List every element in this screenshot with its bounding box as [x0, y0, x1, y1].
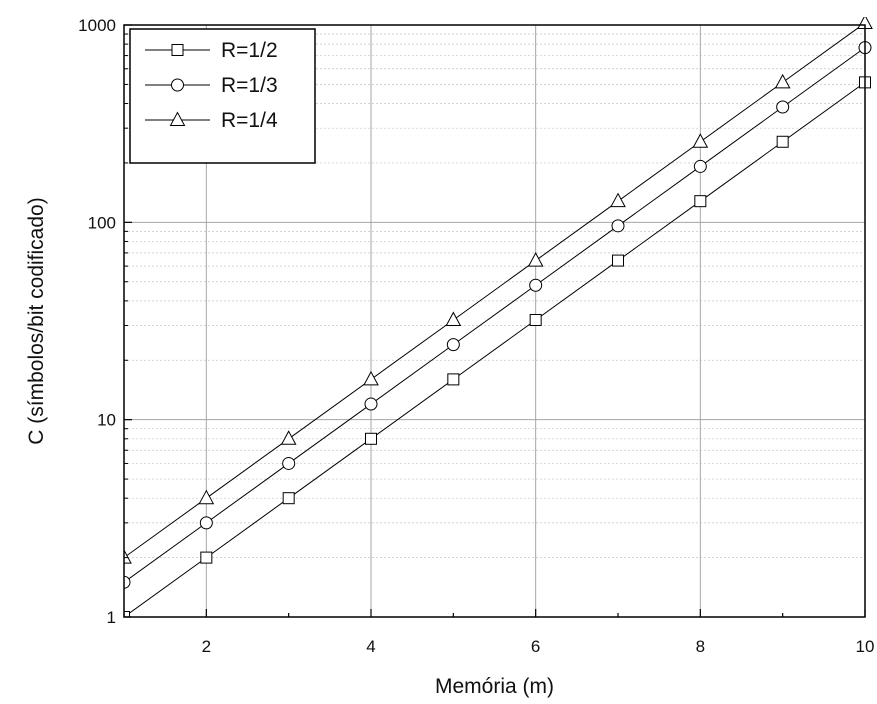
legend-item: R=1/3 — [145, 74, 278, 97]
data-point — [693, 159, 707, 173]
legend-marker — [169, 111, 186, 126]
legend-label: R=1/2 — [221, 39, 278, 62]
series-circle — [124, 41, 872, 589]
data-point — [282, 456, 296, 470]
data-point — [611, 219, 625, 233]
legend-label: R=1/3 — [221, 74, 278, 97]
data-point — [446, 338, 460, 352]
x-axis-title: Memória (m) — [435, 675, 554, 698]
legend-item: R=1/2 — [145, 39, 278, 62]
data-point — [527, 252, 544, 267]
legend-marker — [171, 44, 184, 56]
data-point — [610, 192, 626, 208]
y-tick-label: 1000 — [78, 16, 116, 35]
series-line — [124, 22, 866, 559]
data-point — [363, 370, 379, 386]
data-point — [612, 254, 624, 267]
data-point — [529, 278, 543, 292]
legend: R=1/2 R=1/3 R=1/4 — [129, 28, 316, 164]
data-point — [364, 397, 378, 411]
data-point — [282, 492, 295, 505]
data-point — [365, 432, 377, 445]
x-tick-label: 8 — [696, 637, 705, 656]
x-tick-label: 2 — [202, 637, 211, 656]
plot-frame — [123, 24, 866, 618]
data-point — [199, 516, 213, 530]
series-line — [124, 47, 866, 583]
x-tick-label: 4 — [366, 637, 375, 656]
data-point — [445, 311, 462, 326]
data-point — [124, 549, 132, 564]
series-layer — [124, 17, 873, 617]
axes: 1 10 100 1000 2 4 6 8 10 — [78, 16, 874, 656]
y-axis-title: C (símbolos/bit codificado) — [25, 197, 48, 444]
data-point — [280, 430, 297, 445]
y-tick-label: 10 — [97, 411, 116, 430]
legend-marker — [171, 78, 184, 92]
data-point — [198, 489, 215, 505]
data-point — [776, 135, 789, 148]
series-line — [124, 81, 866, 617]
legend-box — [129, 28, 316, 164]
data-point — [124, 575, 131, 589]
data-point — [776, 100, 790, 114]
data-point — [692, 133, 709, 148]
series-square — [124, 76, 871, 617]
data-point — [124, 611, 130, 617]
data-point — [447, 373, 460, 386]
legend-label: R=1/4 — [221, 109, 278, 132]
legend-item: R=1/4 — [145, 109, 278, 132]
data-point — [774, 73, 791, 89]
y-tick-label: 100 — [88, 213, 116, 232]
data-point — [529, 313, 542, 326]
y-tick-label: 1 — [107, 608, 116, 627]
data-point — [200, 551, 213, 564]
data-point — [694, 195, 707, 208]
x-tick-label: 10 — [856, 637, 875, 656]
x-tick-label: 6 — [531, 637, 540, 656]
